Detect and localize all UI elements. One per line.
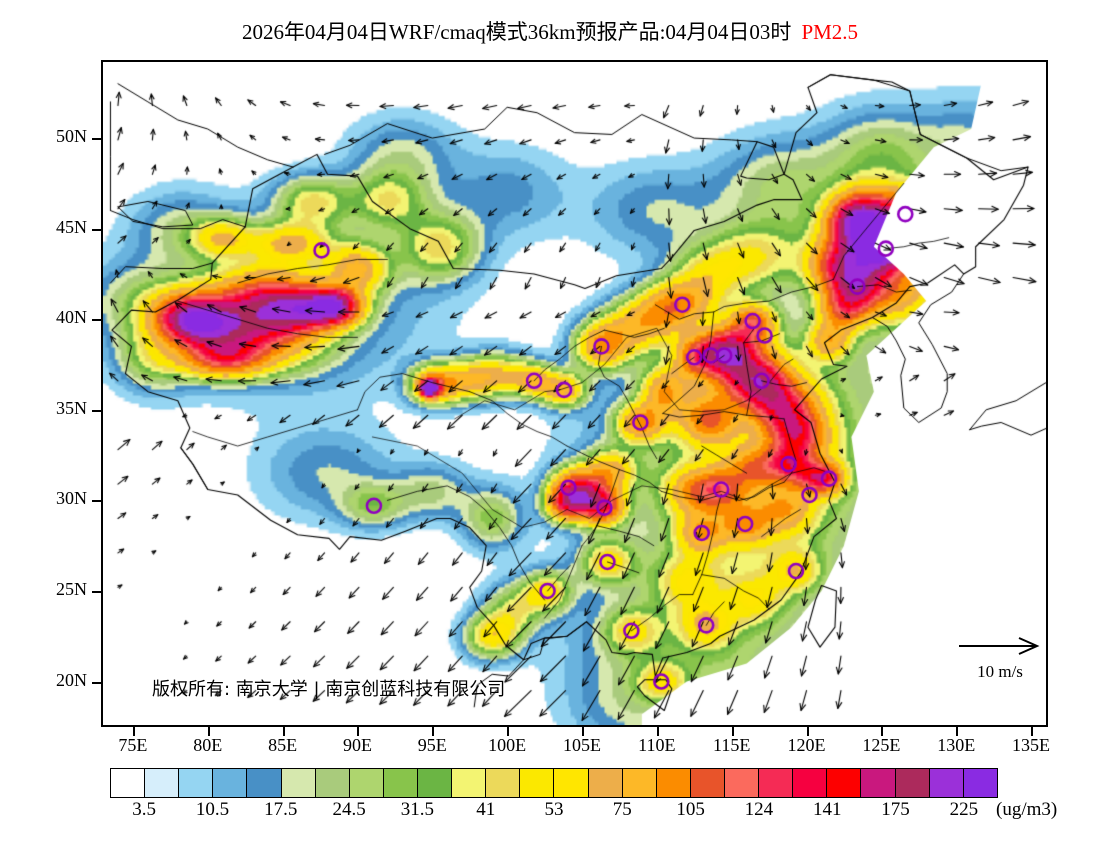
colorbar-cell[interactable] [554,769,589,797]
colorbar-cell[interactable] [963,769,997,797]
longitude-tick-label: 110E [638,735,676,755]
longitude-tick-mark [806,727,809,736]
copyright-notice: 版权所有: 南京大学 | 南京创蓝科技有限公司 [152,679,506,700]
wind-arrow-icon [959,637,1040,655]
longitude-tick-label: 105E [562,735,601,755]
longitude-tick-label: 120E [787,735,826,755]
colorbar-cell[interactable] [417,769,453,797]
colorbar-cell[interactable] [213,769,248,797]
colorbar-cell[interactable] [247,769,282,797]
colorbar-cell[interactable] [383,769,418,797]
colorbar-tick-label: 24.5 [332,799,366,820]
longitude-tick-mark [581,727,584,736]
colorbar-tick-labels: 3.5 10.5 17.5 24.5 31.5 41 53 75 105 124 141 175 225 [110,798,998,824]
longitude-tick-label: 130E [937,735,976,755]
latitude-tick-label: 35N [56,397,87,418]
colorbar-cell[interactable] [281,769,316,797]
pm25-concentration-map [103,62,1046,725]
colorbar-cell[interactable] [759,769,794,797]
title-main-text: 2026年04月04日WRF/cmaq模式36km预报产品:04月04日03时 [241,20,792,44]
longitude-tick-label: 80E [193,735,223,755]
longitude-tick-mark [507,727,510,736]
colorbar-cell[interactable] [111,769,146,797]
colorbar-cell[interactable] [349,769,384,797]
colorbar-cell[interactable] [793,769,828,797]
colorbar-cell[interactable] [520,769,555,797]
latitude-tick-mark [92,590,101,593]
colorbar-cell[interactable] [895,769,930,797]
colorbar-cell[interactable] [588,769,623,797]
longitude-tick-label: 115E [712,735,751,755]
longitude-tick-mark [881,727,884,736]
colorbar-cell[interactable] [724,769,760,797]
colorbar-tick-label: 225 [949,799,979,820]
colorbar-cell[interactable] [861,769,896,797]
latitude-tick-label: 25N [56,578,87,599]
wind-scale-legend: 10 m/s [955,636,1045,682]
longitude-tick-mark [207,727,210,736]
colorbar-tick-label: 31.5 [400,799,434,820]
longitude-tick-label: 95E [417,735,447,755]
colorbar-cell[interactable] [145,769,180,797]
colorbar-cell[interactable] [452,769,487,797]
map-plot-area[interactable] [101,60,1048,727]
page-title: 2026年04月04日WRF/cmaq模式36km预报产品:04月04日03时 P… [0,16,1100,46]
colorbar-tick-label: 10.5 [195,799,230,820]
longitude-tick-mark [282,727,285,736]
colorbar-cell[interactable] [622,769,657,797]
latitude-tick-label: 20N [56,669,87,690]
colorbar-cell[interactable] [827,769,862,797]
colorbar-tick-label: 53 [544,799,564,820]
colorbar-tick-label: 75 [612,799,632,820]
wind-scale-label: 10 m/s [977,662,1023,681]
longitude-tick-mark [731,727,734,736]
colorbar-tick-label: 175 [881,799,910,820]
longitude-tick-label: 85E [268,735,298,755]
longitude-tick-label: 100E [488,735,527,755]
colorbar-cell[interactable] [690,769,725,797]
longitude-tick-mark [1031,727,1034,736]
longitude-tick-label: 135E [1012,735,1051,755]
latitude-tick-mark [92,138,101,141]
latitude-tick-label: 45N [56,216,87,237]
colorbar-cell[interactable] [656,769,691,797]
latitude-tick-mark [92,500,101,503]
longitude-tick-mark [357,727,360,736]
longitude-tick-mark [132,727,135,736]
latitude-tick-label: 40N [56,307,87,328]
longitude-tick-mark [956,727,959,736]
longitude-tick-mark [656,727,659,736]
colorbar-tick-label: 141 [812,799,842,820]
latitude-tick-mark [92,681,101,684]
latitude-tick-mark [92,319,101,322]
colorbar-tick-label: 3.5 [132,799,157,820]
latitude-tick-label: 30N [56,488,87,509]
colorbar[interactable]: 3.5 10.5 17.5 24.5 31.5 41 53 75 105 124 141 175 225 [110,768,998,820]
colorbar-cell[interactable] [179,769,214,797]
latitude-tick-mark [92,409,101,412]
latitude-tick-label: 50N [56,126,87,147]
longitude-tick-label: 75E [118,735,148,755]
longitude-tick-label: 90E [342,735,372,755]
colorbar-tick-label: 41 [476,799,496,820]
latitude-tick-mark [92,228,101,231]
title-species-label: PM2.5 [801,20,859,44]
colorbar-tick-label: 124 [744,799,774,820]
colorbar-swatches[interactable] [110,768,998,798]
longitude-tick-mark [432,727,435,736]
colorbar-cell[interactable] [315,769,350,797]
colorbar-tick-label: 105 [676,799,705,820]
colorbar-units-label: (ug/m3) [996,799,1058,820]
colorbar-cell[interactable] [929,769,964,797]
longitude-tick-label: 125E [862,735,901,755]
colorbar-tick-label: 17.5 [264,799,298,820]
colorbar-cell[interactable] [486,769,521,797]
